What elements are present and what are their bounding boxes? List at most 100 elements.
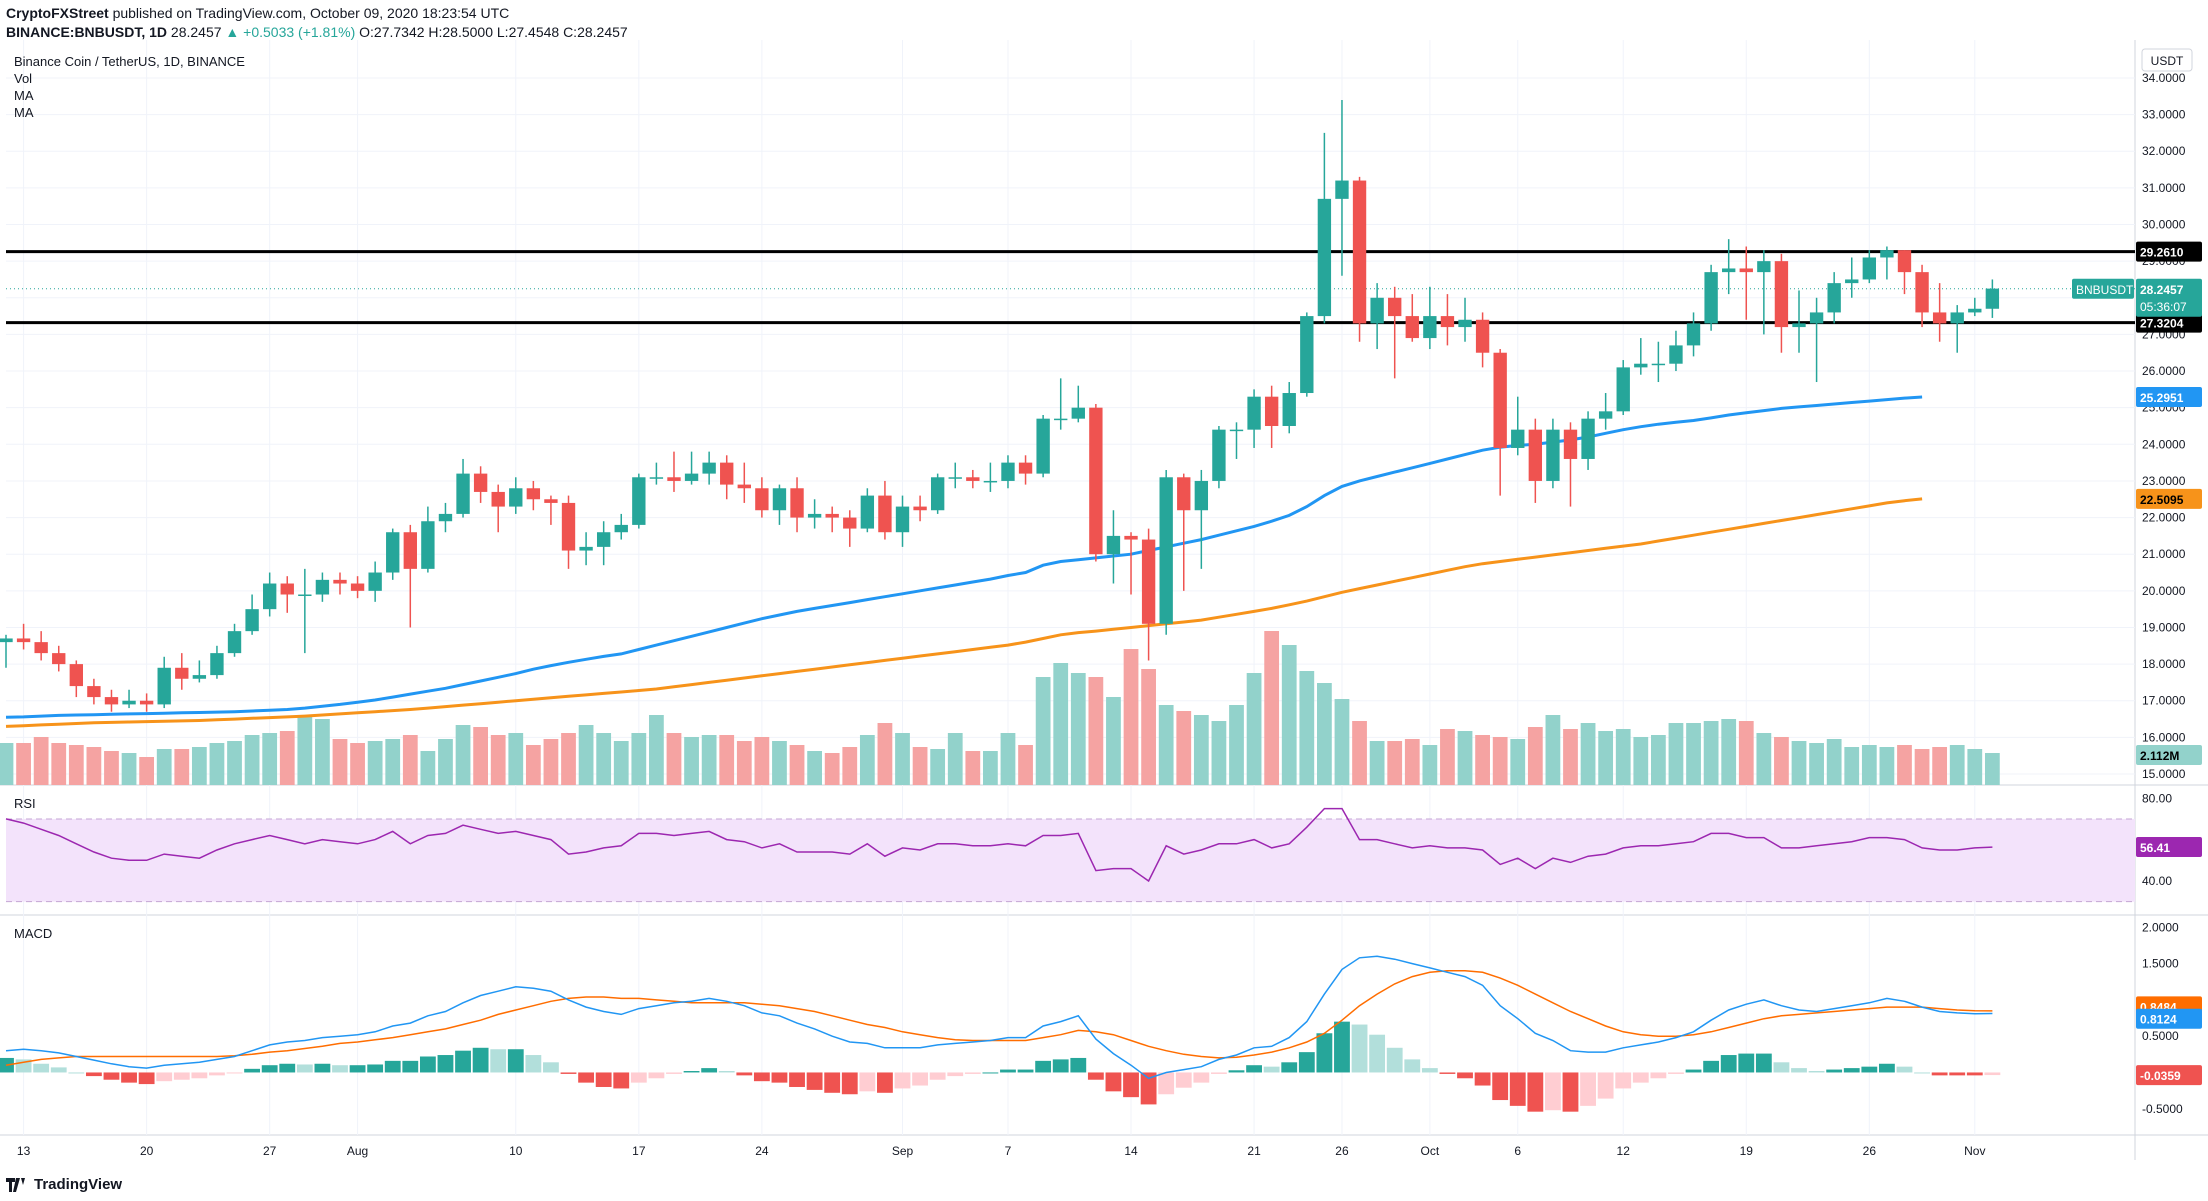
candle	[210, 645, 224, 679]
volume-bar	[649, 715, 664, 785]
candle-body	[368, 572, 382, 591]
volume-bar	[1193, 715, 1209, 785]
price-tick-label: 16.0000	[2142, 730, 2186, 744]
macd-histogram-bar	[1896, 1066, 1913, 1073]
candle-body	[298, 594, 312, 597]
volume-bar	[315, 719, 330, 785]
currency-badge[interactable]: USDT	[2141, 48, 2193, 72]
candle-body	[1651, 363, 1666, 366]
candle	[1985, 279, 2000, 318]
volume-bar	[1000, 733, 1016, 785]
price-tick-label: 19.0000	[2142, 620, 2186, 634]
candle	[825, 506, 839, 533]
candle	[1897, 250, 1912, 295]
volume-bar	[1229, 705, 1244, 785]
time-tick-label: Oct	[1421, 1144, 1440, 1158]
legend-vol[interactable]: Vol	[14, 71, 33, 86]
candle-body	[1862, 257, 1877, 280]
volume-bar	[1984, 753, 2000, 785]
candle-body	[315, 579, 330, 595]
volume-tag-text: 2.112M	[2140, 749, 2179, 763]
candle-body	[491, 491, 505, 507]
rsi-tick-label: 80.00	[2142, 791, 2172, 805]
candle-body	[1915, 272, 1929, 313]
legend-rsi[interactable]: RSI	[14, 796, 36, 811]
last-price-tag-text: 28.2457	[2140, 283, 2184, 297]
volume-bar	[1123, 649, 1139, 785]
volume-bar	[1633, 737, 1649, 785]
volume-bar	[227, 741, 242, 785]
candle-body	[948, 477, 962, 479]
candle	[526, 480, 541, 511]
volume-bar	[191, 747, 207, 785]
candle-body	[755, 488, 769, 511]
macd-histogram-bar	[1914, 1072, 1930, 1074]
candle	[1581, 411, 1595, 470]
macd-histogram-bar	[666, 1072, 682, 1074]
candle-body	[1440, 316, 1455, 328]
candle-body	[1458, 319, 1472, 328]
rsi-tag-bg	[2136, 837, 2202, 858]
candle-body	[878, 495, 892, 533]
volume-bar	[1914, 749, 1930, 785]
macd-histogram-bar	[314, 1063, 331, 1073]
candle-body	[1300, 316, 1314, 394]
macd-tick-label: -0.5000	[2142, 1102, 2183, 1116]
candle-body	[790, 488, 804, 518]
macd-histogram-bar	[1949, 1072, 1966, 1076]
volume-bar	[1492, 737, 1508, 785]
macd-histogram-bar	[578, 1072, 595, 1083]
rsi-tick-label: 40.00	[2142, 874, 2172, 888]
candle	[720, 455, 734, 500]
volume-bar	[209, 743, 225, 785]
macd-histogram-bar	[437, 1055, 454, 1073]
symbol-tag-text: BNBUSDT	[2076, 283, 2134, 297]
candle-body	[1563, 429, 1578, 459]
ohlc-line: BINANCE:BNBUSDT, 1D 28.2457 ▲ +0.5033 (+…	[6, 23, 628, 42]
volume-bar	[824, 753, 840, 785]
candle-body	[280, 583, 294, 595]
macd-histogram-bar	[1755, 1053, 1772, 1073]
legend-ma-slow[interactable]: MA	[14, 105, 34, 120]
main-legend: Binance Coin / TetherUS, 1D, BINANCE Vol…	[14, 53, 245, 121]
candle	[561, 495, 576, 569]
level-tag-text: 27.3204	[2140, 317, 2184, 331]
legend-ma-fast[interactable]: MA	[14, 88, 34, 103]
time-tick-label: Nov	[1964, 1144, 1985, 1158]
candle	[1862, 250, 1877, 284]
candle	[157, 656, 171, 709]
publisher-name[interactable]: CryptoFXStreet	[6, 5, 109, 21]
candle-body	[1598, 411, 1613, 419]
candle-body	[69, 664, 83, 687]
volume-bar	[121, 753, 137, 785]
candle	[403, 524, 417, 628]
macd-histogram-bar	[1035, 1060, 1052, 1073]
time-tick-label: 21	[1247, 1144, 1261, 1158]
macd-histogram-bar	[1404, 1059, 1421, 1073]
candle	[192, 660, 207, 683]
candle	[1669, 330, 1683, 372]
candle	[1546, 418, 1560, 489]
macd-histogram-bar	[1984, 1072, 2001, 1076]
candle	[579, 532, 593, 566]
candle-body	[1757, 261, 1771, 273]
tradingview-logo[interactable]: TradingView	[6, 1176, 122, 1193]
macd-histogram-bar	[402, 1060, 419, 1073]
volume-bar	[455, 725, 471, 785]
last-price-tag-bg	[2136, 278, 2202, 317]
candle	[1739, 246, 1753, 320]
macd-tick-label: 0.5000	[2142, 1029, 2179, 1043]
volume-bar	[1211, 721, 1227, 785]
candle-body	[825, 513, 839, 518]
candle	[632, 473, 646, 529]
price-tick-label: 22.0000	[2142, 511, 2186, 525]
candle-body	[509, 488, 523, 507]
candle-body	[157, 667, 171, 705]
candle	[1423, 286, 1437, 350]
candle-body	[473, 473, 488, 492]
volume-bar	[1404, 739, 1420, 785]
time-tick-label: 26	[1863, 1144, 1877, 1158]
legend-macd[interactable]: MACD	[14, 926, 53, 941]
candle-body	[16, 638, 31, 643]
